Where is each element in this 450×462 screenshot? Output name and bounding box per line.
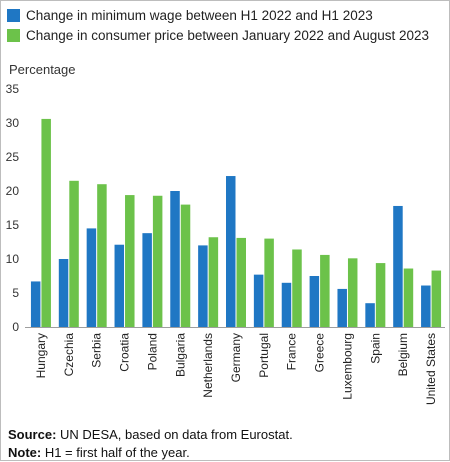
bar-minimum-wage-poland: [142, 233, 152, 327]
x-tick-label: Greece: [313, 333, 327, 373]
bar-consumer-price-luxembourg: [347, 258, 358, 327]
note-line: Note: H1 = first half of the year.: [8, 444, 293, 462]
bar-consumer-price-germany: [236, 237, 246, 327]
x-tick-label: Belgium: [396, 333, 410, 376]
x-tick-label: France: [285, 333, 299, 371]
bar-chart: 0 5 10 15 20 25 30 35 Hungary Czechia Serbia Croati…: [6, 82, 445, 405]
bar-minimum-wage-belgium: [393, 205, 403, 327]
note-text: H1 = first half of the year.: [41, 445, 190, 460]
x-tick-label: Croatia: [118, 333, 132, 372]
bar-consumer-price-czechia: [69, 180, 79, 327]
bar-minimum-wage-luxembourg: [337, 288, 347, 327]
y-tick-label: 10: [6, 252, 20, 266]
legend: Change in minimum wage between H1 2022 a…: [7, 5, 429, 45]
bar-minimum-wage-croatia: [114, 244, 125, 327]
x-tick-label: Czechia: [62, 333, 76, 377]
source-line: Source: UN DESA, based on data from Euro…: [8, 426, 293, 444]
x-tick-label: Poland: [145, 333, 159, 370]
bar-consumer-price-netherlands: [208, 237, 219, 327]
x-tick-label: Luxembourg: [340, 333, 354, 400]
note-label: Note:: [8, 445, 42, 460]
bar-consumer-price-belgium: [403, 268, 414, 327]
legend-item-minimum-wage: Change in minimum wage between H1 2022 a…: [7, 5, 429, 25]
x-tick-label: Germany: [229, 333, 243, 382]
y-tick-label: 30: [6, 116, 20, 130]
bar-minimum-wage-france: [281, 282, 292, 327]
chart-footer: Source: UN DESA, based on data from Euro…: [8, 426, 293, 462]
y-tick-label: 25: [6, 150, 20, 164]
bar-minimum-wage-bulgaria: [170, 191, 180, 327]
bar-minimum-wage-czechia: [58, 259, 69, 327]
bar-minimum-wage-portugal: [253, 274, 264, 327]
bar-minimum-wage-greece: [309, 276, 320, 327]
y-tick-label: 15: [6, 218, 20, 232]
bar-consumer-price-poland: [152, 195, 163, 327]
x-tick-label: Hungary: [34, 333, 48, 378]
bar-consumer-price-hungary: [41, 118, 51, 327]
x-tick-label: Serbia: [90, 333, 104, 368]
y-tick-label: 5: [12, 286, 19, 300]
legend-swatch-consumer-price: [7, 28, 20, 42]
y-tick-label: 35: [6, 82, 20, 96]
bar-minimum-wage-united-states: [421, 285, 431, 327]
y-tick-label: 0: [12, 320, 19, 334]
x-tick-label: Bulgaria: [173, 333, 187, 377]
source-label: Source:: [8, 427, 57, 442]
bar-consumer-price-spain: [375, 263, 386, 327]
bar-minimum-wage-hungary: [30, 281, 41, 327]
legend-swatch-minimum-wage: [7, 8, 20, 22]
y-axis-label: Percentage: [9, 62, 76, 77]
bar-minimum-wage-serbia: [86, 228, 97, 327]
legend-item-consumer-price: Change in consumer price between January…: [7, 25, 429, 45]
bar-consumer-price-croatia: [125, 195, 135, 327]
bar-consumer-price-bulgaria: [180, 204, 191, 327]
y-tick-label: 20: [6, 184, 20, 198]
bar-consumer-price-united-states: [431, 270, 442, 327]
bar-consumer-price-serbia: [97, 184, 107, 327]
legend-label-minimum-wage: Change in minimum wage between H1 2022 a…: [26, 7, 373, 23]
bar-minimum-wage-spain: [365, 303, 375, 327]
x-tick-label: Netherlands: [201, 333, 215, 398]
x-tick-label: Portugal: [257, 333, 271, 378]
source-text: UN DESA, based on data from Eurostat.: [56, 427, 293, 442]
bar-consumer-price-portugal: [264, 238, 274, 327]
bar-consumer-price-greece: [320, 254, 330, 327]
x-tick-label: United States: [424, 333, 438, 405]
x-tick-label: Spain: [368, 333, 382, 364]
bar-minimum-wage-germany: [226, 176, 236, 327]
bar-consumer-price-france: [292, 249, 302, 327]
legend-label-consumer-price: Change in consumer price between January…: [26, 27, 430, 43]
bar-minimum-wage-netherlands: [198, 245, 208, 327]
